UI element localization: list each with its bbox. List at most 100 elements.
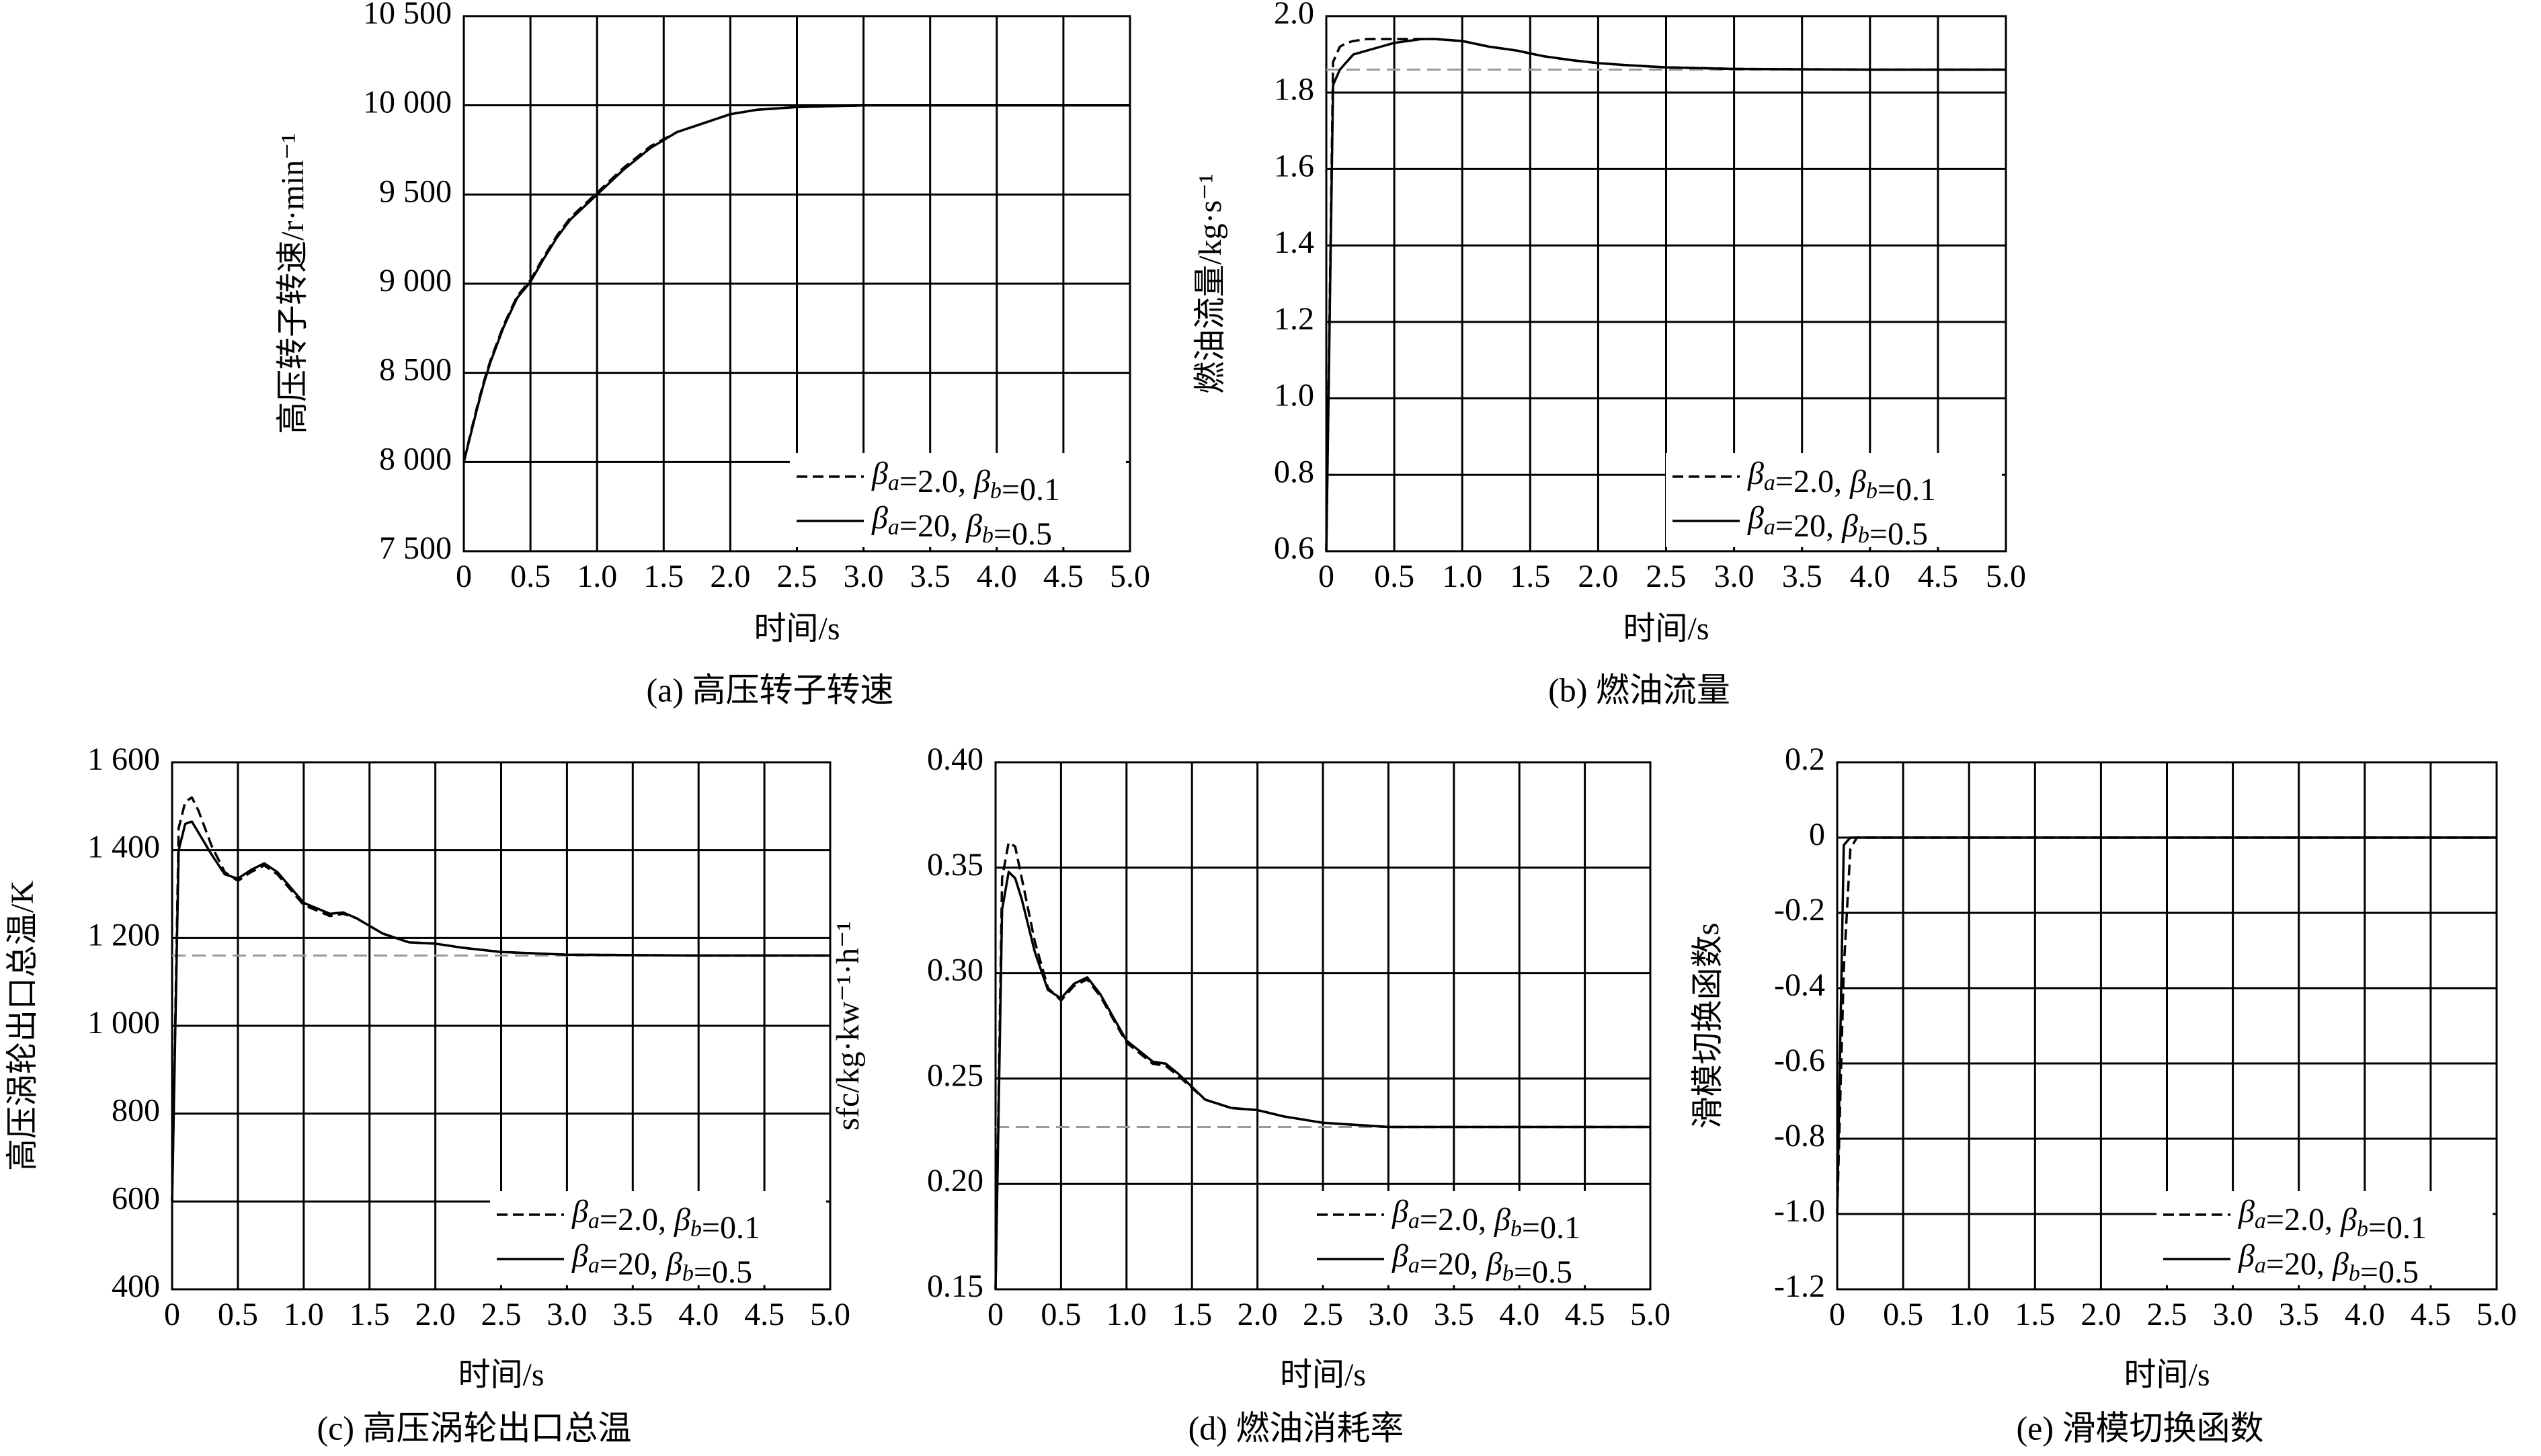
x-tick-label: 0 bbox=[456, 559, 472, 594]
y-tick-label: 1 200 bbox=[87, 917, 160, 953]
y-tick-label: 9 500 bbox=[379, 173, 452, 209]
legend-label: βa=2.0, βb=0.1 bbox=[1392, 1194, 1580, 1246]
x-axis-label: 时间/s bbox=[1623, 611, 1709, 647]
x-tick-label: 3.0 bbox=[1368, 1297, 1408, 1332]
x-tick-label: 0.5 bbox=[1883, 1297, 1923, 1332]
y-axis-label: 高压转子转速/r·min⁻¹ bbox=[275, 133, 311, 434]
y-axis-label: 滑模切换函数s bbox=[1690, 923, 1726, 1129]
y-tick-label: 1.2 bbox=[1274, 301, 1314, 337]
x-tick-label: 3.0 bbox=[1714, 559, 1755, 594]
y-tick-label: 1 400 bbox=[87, 830, 160, 865]
x-tick-label: 1.0 bbox=[1949, 1297, 1989, 1332]
x-tick-label: 1.0 bbox=[1106, 1297, 1147, 1332]
x-tick-label: 1.0 bbox=[284, 1297, 324, 1332]
y-tick-label: 0.30 bbox=[927, 953, 983, 988]
x-axis-label: 时间/s bbox=[754, 611, 840, 647]
y-tick-label: 8 500 bbox=[379, 352, 452, 388]
x-tick-label: 4.5 bbox=[1043, 559, 1084, 594]
y-axis-label: 高压涡轮出口总温/K bbox=[5, 881, 40, 1171]
y-tick-label: 0.6 bbox=[1274, 530, 1314, 566]
plot-frame bbox=[994, 761, 1652, 1291]
chart: 0 0.5 1.0 1.5 2.0 2.5 3.0 3.5 4.0 4.5 5.0 0.15 0.20 0… bbox=[830, 741, 1670, 1447]
y-tick-label: 2.0 bbox=[1274, 0, 1314, 31]
x-tick-label: 3.0 bbox=[547, 1297, 587, 1332]
y-tick-label: 1.6 bbox=[1274, 148, 1314, 184]
y-tick-label: 600 bbox=[112, 1180, 160, 1216]
y-tick-label: -1.2 bbox=[1774, 1268, 1825, 1304]
x-tick-label: 3.0 bbox=[2213, 1297, 2253, 1332]
x-tick-label: 5.0 bbox=[1110, 559, 1150, 594]
chart: 0 0.5 1.0 1.5 2.0 2.5 3.0 3.5 4.0 4.5 5.0 -1.2 -1.0 -… bbox=[1690, 741, 2517, 1447]
y-tick-label: 10 500 bbox=[363, 0, 452, 31]
y-tick-label: 1.8 bbox=[1274, 72, 1314, 108]
x-tick-label: 1.5 bbox=[350, 1297, 390, 1332]
x-tick-label: 1.5 bbox=[1510, 559, 1550, 594]
x-tick-label: 3.5 bbox=[2279, 1297, 2319, 1332]
x-tick-label: 2.5 bbox=[777, 559, 817, 594]
legend-label: βa=2.0, βb=0.1 bbox=[571, 1194, 760, 1246]
y-tick-label: -0.4 bbox=[1774, 967, 1825, 1003]
x-tick-label: 2.5 bbox=[2147, 1297, 2187, 1332]
x-tick-label: 5.0 bbox=[1986, 559, 2026, 594]
series-line bbox=[462, 104, 1130, 462]
x-axis-label: 时间/s bbox=[458, 1357, 544, 1393]
chart: 0 0.5 1.0 1.5 2.0 2.5 3.0 3.5 4.0 4.5 5.0 7 500 8 00… bbox=[275, 0, 1150, 709]
x-tick-label: 2.0 bbox=[710, 559, 750, 594]
y-tick-label: -0.6 bbox=[1774, 1043, 1825, 1078]
x-tick-label: 1.5 bbox=[2015, 1297, 2055, 1332]
y-tick-label: 800 bbox=[112, 1093, 160, 1129]
x-tick-label: 0.5 bbox=[218, 1297, 258, 1332]
chart: 0 0.5 1.0 1.5 2.0 2.5 3.0 3.5 4.0 4.5 5.0 400 600 800… bbox=[5, 741, 850, 1447]
legend-box bbox=[490, 1191, 826, 1285]
y-tick-label: 0 bbox=[1809, 817, 1825, 852]
y-tick-label: 7 500 bbox=[379, 530, 452, 566]
x-tick-label: 5.0 bbox=[2476, 1297, 2517, 1332]
x-tick-label: 4.0 bbox=[2345, 1297, 2385, 1332]
x-tick-label: 3.0 bbox=[844, 559, 884, 594]
x-tick-label: 3.5 bbox=[1434, 1297, 1474, 1332]
legend-label: βa=20, βb=0.5 bbox=[571, 1238, 752, 1290]
x-tick-label: 4.5 bbox=[1918, 559, 1958, 594]
x-tick-label: 1.0 bbox=[1442, 559, 1482, 594]
x-tick-label: 5.0 bbox=[810, 1297, 850, 1332]
x-tick-label: 0.5 bbox=[510, 559, 551, 594]
plot-frame bbox=[1836, 761, 2498, 1291]
x-axis-label: 时间/s bbox=[2124, 1357, 2210, 1393]
y-tick-label: -0.8 bbox=[1774, 1118, 1825, 1154]
x-tick-label: 1.5 bbox=[1172, 1297, 1212, 1332]
x-tick-label: 4.5 bbox=[744, 1297, 784, 1332]
y-tick-label: 0.40 bbox=[927, 741, 983, 777]
x-tick-label: 4.0 bbox=[1850, 559, 1890, 594]
y-tick-label: 1 600 bbox=[87, 741, 160, 777]
y-tick-label: -1.0 bbox=[1774, 1193, 1825, 1229]
legend-box bbox=[790, 453, 1126, 547]
series-line bbox=[1325, 38, 2006, 552]
caption: (c) 高压涡轮出口总温 bbox=[317, 1409, 632, 1447]
legend-label: βa=20, βb=0.5 bbox=[1747, 500, 1928, 552]
series-line bbox=[171, 820, 830, 1202]
legend-box bbox=[2156, 1191, 2493, 1285]
y-tick-label: 1.4 bbox=[1274, 225, 1314, 260]
y-tick-label: 8 000 bbox=[379, 441, 452, 477]
legend-box bbox=[1310, 1191, 1646, 1285]
y-tick-label: 9 000 bbox=[379, 263, 452, 298]
x-tick-label: 2.0 bbox=[415, 1297, 456, 1332]
x-tick-label: 2.5 bbox=[1646, 559, 1687, 594]
caption: (d) 燃油消耗率 bbox=[1188, 1409, 1404, 1447]
plot-frame bbox=[171, 761, 832, 1291]
x-tick-label: 1.5 bbox=[643, 559, 684, 594]
x-tick-label: 2.0 bbox=[2081, 1297, 2121, 1332]
series-line bbox=[1836, 836, 2497, 1215]
x-tick-label: 3.5 bbox=[1782, 559, 1822, 594]
y-axis-label: 燃油流量/kg·s⁻¹ bbox=[1193, 173, 1228, 394]
x-tick-label: 3.5 bbox=[910, 559, 951, 594]
y-tick-label: 0.20 bbox=[927, 1163, 983, 1199]
x-tick-label: 0.5 bbox=[1374, 559, 1414, 594]
series-line bbox=[994, 871, 1650, 1290]
y-tick-label: 1.0 bbox=[1274, 378, 1314, 413]
y-tick-label: 0.35 bbox=[927, 847, 983, 883]
plot-frame bbox=[462, 15, 1131, 553]
y-tick-label: 10 000 bbox=[363, 85, 452, 120]
y-tick-label: 1 000 bbox=[87, 1005, 160, 1041]
